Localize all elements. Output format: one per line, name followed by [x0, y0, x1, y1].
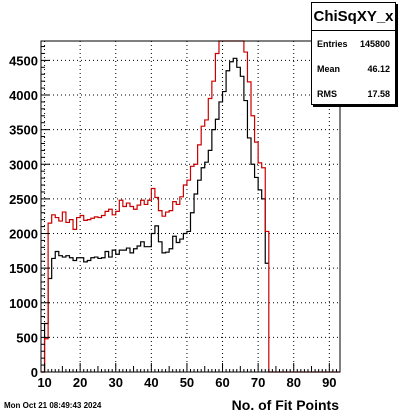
x-tick-label: 60: [215, 375, 229, 390]
y-tick-label: 1500: [9, 261, 38, 276]
frame-border: [40, 40, 341, 373]
stats-row-entries: Entries 145800: [312, 31, 395, 56]
stats-title: ChiSqXY_x: [312, 3, 395, 31]
timestamp: Mon Oct 21 08:49:43 2024: [4, 401, 102, 410]
y-tick-label: 1000: [9, 296, 38, 311]
frame: [41, 41, 340, 372]
y-tick-label: 0: [31, 365, 38, 380]
y-tick-label: 3500: [9, 123, 38, 138]
x-axis-label: No. of Fit Points: [232, 397, 340, 413]
y-tick-label: 4500: [9, 53, 38, 68]
stats-label: Mean: [317, 63, 341, 74]
stats-box: ChiSqXY_x Entries 145800 Mean 46.12 RMS …: [311, 2, 396, 105]
stats-row-mean: Mean 46.12: [312, 56, 395, 81]
y-tick-label: 2500: [9, 192, 38, 207]
stats-value: 17.58: [367, 88, 390, 99]
stats-value: 145800: [359, 38, 390, 49]
x-tick-label: 20: [73, 375, 87, 390]
y-tick-label: 3000: [9, 157, 38, 172]
x-tick-label: 80: [286, 375, 300, 390]
x-tick-label: 50: [180, 375, 194, 390]
x-tick-label: 40: [144, 375, 158, 390]
stats-label: Entries: [317, 38, 348, 49]
axes: 10 20 30 40 50 60 70 80 90 0 500 1000 1500 2000 2500 30…: [9, 46, 337, 390]
x-tick-label: 10: [37, 375, 51, 390]
stats-value: 46.12: [367, 63, 390, 74]
x-tick-label: 70: [251, 375, 265, 390]
y-tick-label: 500: [16, 330, 38, 345]
y-tick-label: 2000: [9, 227, 38, 242]
stats-label: RMS: [317, 88, 337, 99]
y-tick-label: 4000: [9, 88, 38, 103]
series-group: [41, 40, 340, 373]
histogram-series-2: [41, 40, 340, 373]
x-tick-label: 90: [322, 375, 336, 390]
stats-row-rms: RMS 17.58: [312, 81, 395, 106]
x-tick-label: 30: [109, 375, 123, 390]
histogram-series-1: [41, 57, 269, 373]
